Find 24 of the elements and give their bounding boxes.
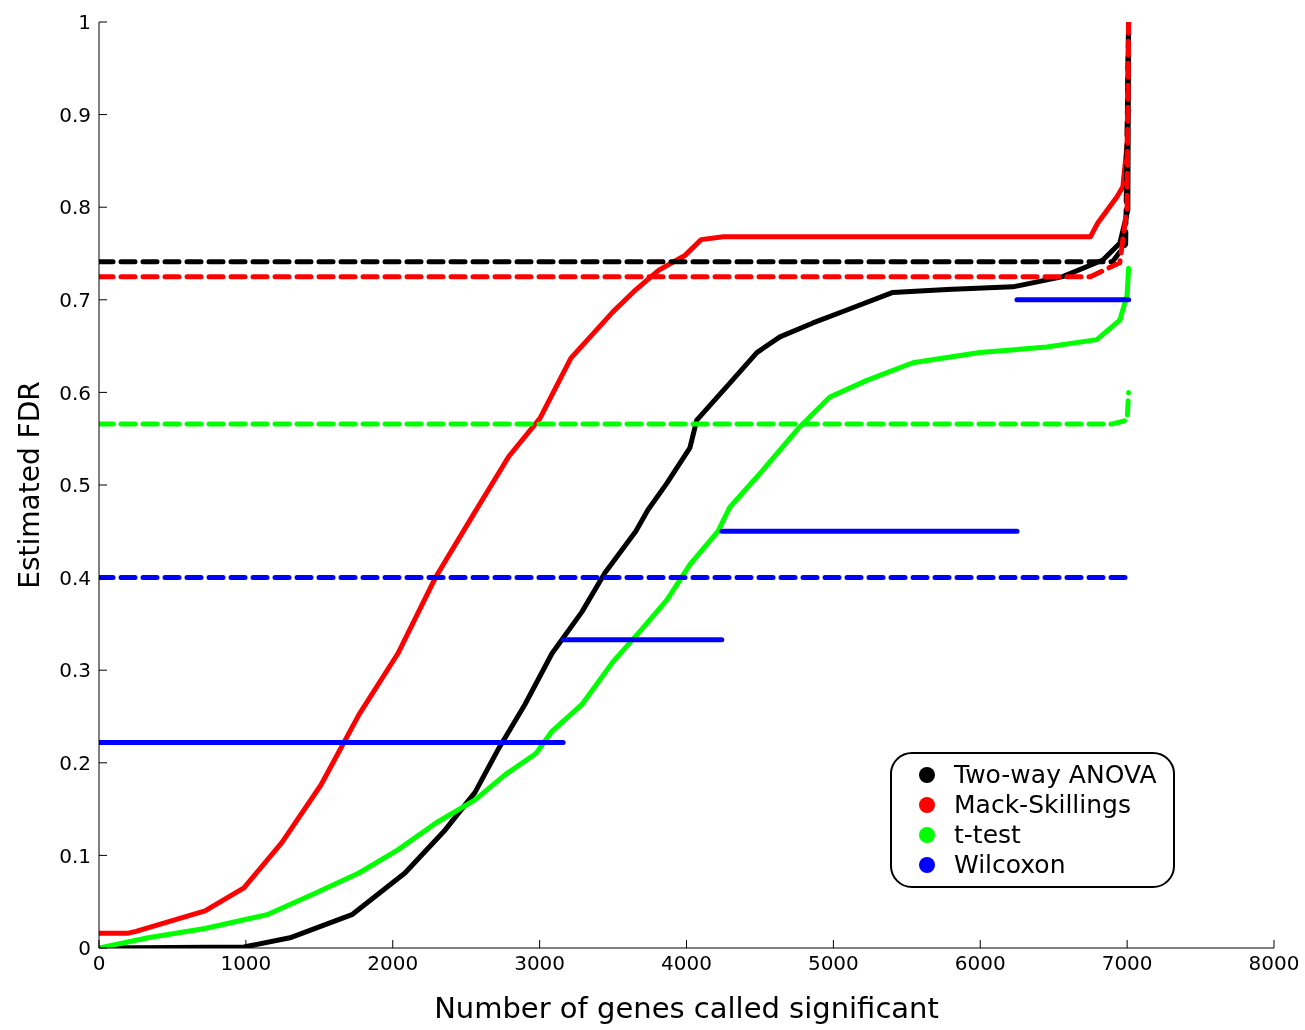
y-tick-label: 0.4 [59, 565, 91, 590]
x-tick-label: 3000 [514, 951, 566, 976]
y-tick-label: 0.5 [59, 473, 91, 498]
legend-label: t-test [954, 820, 1021, 850]
y-tick-label: 1 [78, 10, 91, 35]
legend-label: Wilcoxon [954, 850, 1066, 880]
x-tick-label: 5000 [807, 951, 859, 976]
y-tick-label: 0.9 [59, 102, 91, 127]
y-tick-label: 0.7 [59, 287, 91, 312]
y-tick-label: 0.2 [59, 750, 91, 775]
y-tick-label: 0.6 [59, 380, 91, 405]
y-axis-title: Estimated FDR [12, 381, 46, 589]
x-tick-label: 1000 [220, 951, 272, 976]
y-tick-label: 0.8 [59, 195, 91, 220]
legend-label: Mack-Skillings [954, 790, 1132, 820]
x-tick-label: 6000 [954, 951, 1006, 976]
x-axis-title: Number of genes called significant [434, 991, 939, 1025]
x-tick-label: 8000 [1248, 951, 1300, 976]
y-tick-label: 0.3 [59, 658, 91, 683]
legend-label: Two-way ANOVA [954, 760, 1157, 790]
y-tick-label: 0.1 [59, 843, 91, 868]
x-tick-label: 7000 [1101, 951, 1153, 976]
x-tick-label: 4000 [661, 951, 712, 976]
x-tick-label: 2000 [367, 951, 419, 976]
